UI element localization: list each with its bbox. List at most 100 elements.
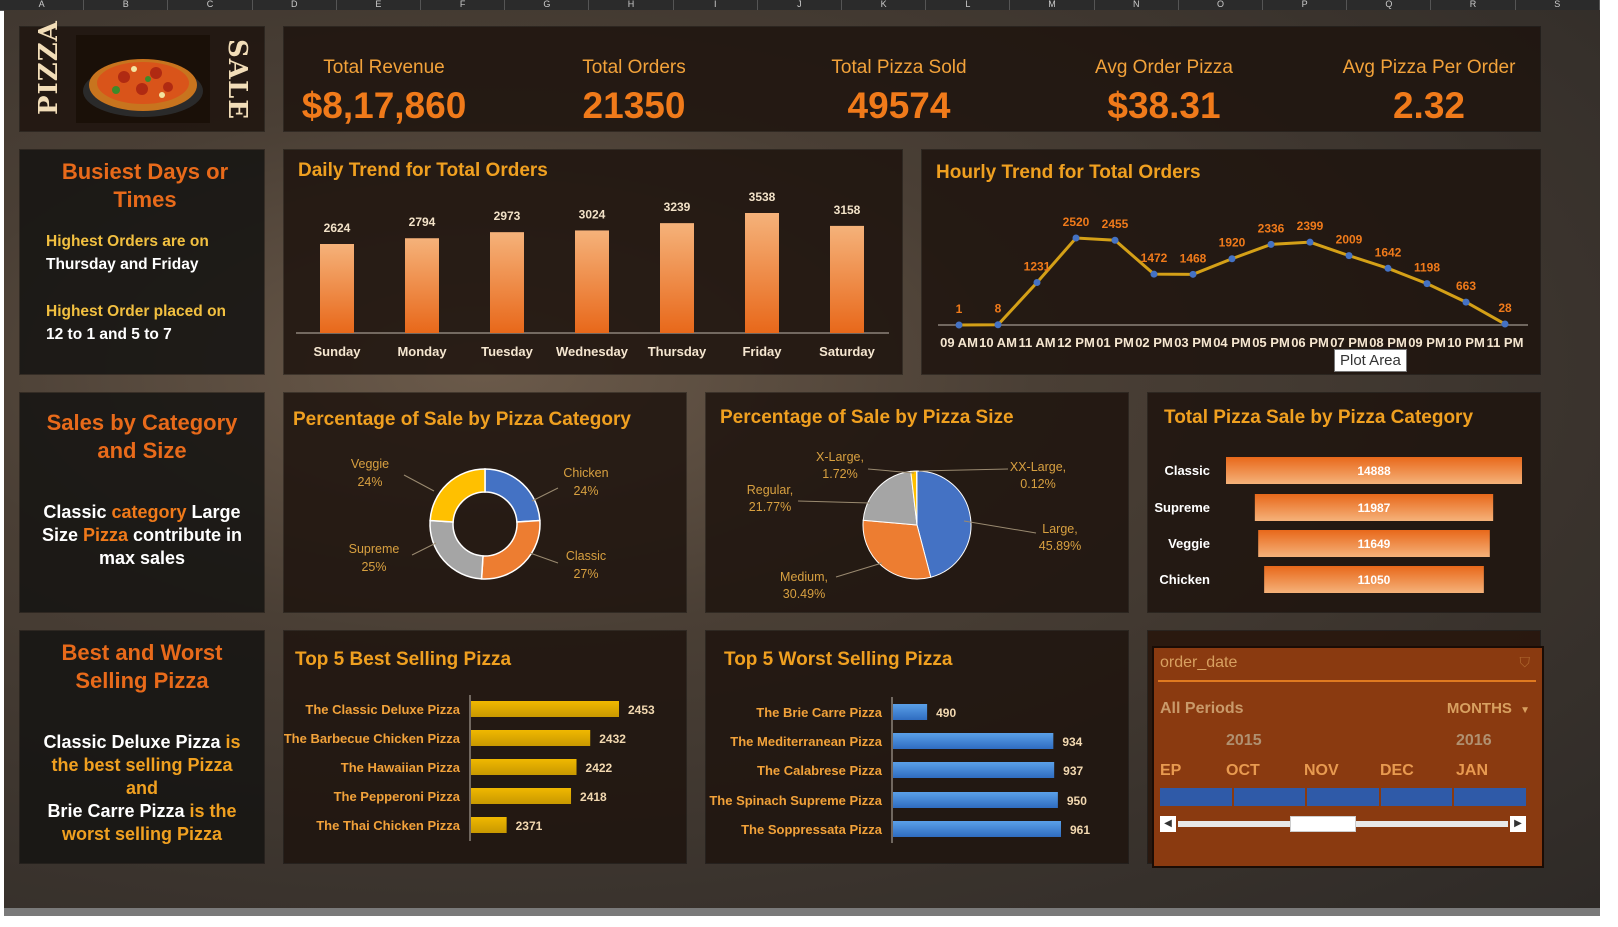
daily-bar[interactable] — [575, 230, 609, 333]
column-header[interactable]: O — [1179, 0, 1264, 10]
category-bar[interactable] — [1254, 494, 1494, 521]
scroll-thumb[interactable] — [1290, 816, 1356, 832]
column-header[interactable]: G — [505, 0, 590, 10]
column-header[interactable]: J — [758, 0, 843, 10]
worst-bar[interactable] — [893, 792, 1058, 808]
column-header[interactable]: I — [674, 0, 758, 10]
daily-bar[interactable] — [745, 213, 779, 333]
month-oct[interactable]: OCT — [1226, 762, 1260, 779]
hourly-point[interactable] — [1267, 240, 1275, 248]
hourly-point[interactable] — [994, 321, 1002, 329]
hourly-trend-panel: Hourly Trend for Total Orders 1 09 AM 8 10 … — [922, 150, 1540, 374]
column-header[interactable]: A — [0, 0, 85, 10]
daily-bar[interactable] — [830, 225, 864, 333]
hourly-data-label: 2009 — [1336, 233, 1363, 247]
column-header[interactable]: E — [337, 0, 422, 10]
category-bar[interactable] — [1258, 530, 1490, 557]
donut-slice[interactable] — [484, 468, 541, 523]
worst-bar[interactable] — [893, 762, 1055, 778]
hourly-point[interactable] — [1306, 238, 1314, 246]
column-header[interactable]: P — [1263, 0, 1348, 10]
worst-bar[interactable] — [893, 821, 1061, 837]
pie-slice[interactable] — [862, 519, 932, 580]
bw-is-the: is the — [189, 801, 237, 821]
month-ep[interactable]: EP — [1160, 762, 1182, 779]
pie-slice[interactable] — [862, 470, 918, 526]
month-nov[interactable]: NOV — [1304, 762, 1339, 779]
daily-bar[interactable] — [405, 238, 439, 333]
hourly-point[interactable] — [1150, 270, 1158, 278]
column-header[interactable]: K — [842, 0, 927, 10]
hourly-point[interactable] — [955, 321, 963, 329]
daily-bar[interactable] — [660, 223, 694, 333]
timeline-cell[interactable] — [1307, 788, 1379, 806]
column-header[interactable]: D — [253, 0, 337, 10]
slicer-title: order_date — [1160, 654, 1238, 671]
kpi-value: $8,17,860 — [301, 85, 467, 126]
donut-slice[interactable] — [429, 468, 486, 523]
pie-slice[interactable] — [916, 470, 972, 578]
column-header[interactable]: M — [1010, 0, 1095, 10]
donut-slice-name: Chicken — [563, 466, 608, 480]
timeline-cell[interactable] — [1160, 788, 1232, 806]
pie-slice-name: Regular, — [747, 483, 794, 497]
hourly-data-label: 1472 — [1141, 251, 1168, 265]
busiest-line1a: Highest Orders are on — [46, 233, 209, 250]
best-bar[interactable] — [471, 759, 577, 775]
donut-slice[interactable] — [480, 519, 541, 580]
hourly-category-label: 09 PM — [1408, 335, 1446, 350]
column-header[interactable]: F — [421, 0, 506, 10]
hourly-point[interactable] — [1384, 264, 1392, 272]
timeline-cell[interactable] — [1233, 788, 1306, 806]
column-header[interactable]: C — [168, 0, 253, 10]
best-bar[interactable] — [471, 701, 619, 717]
timeline-cell[interactable] — [1454, 788, 1526, 806]
month-jan[interactable]: JAN — [1456, 762, 1489, 779]
month-dec[interactable]: DEC — [1380, 762, 1414, 779]
hourly-point[interactable] — [1345, 252, 1353, 260]
hourly-point[interactable] — [1501, 320, 1509, 328]
scroll-left-button[interactable]: ◀ — [1160, 816, 1176, 832]
top5-best-title: Top 5 Best Selling Pizza — [295, 649, 512, 670]
column-header[interactable]: H — [589, 0, 674, 10]
timeline-cell[interactable] — [1380, 788, 1453, 806]
column-header[interactable]: S — [1516, 0, 1600, 10]
order-date-slicer[interactable]: order_date ⛉ All Periods MONTHS ▼ 2015 2… — [1152, 646, 1544, 868]
worst-bar[interactable] — [893, 704, 928, 720]
hourly-point[interactable] — [1111, 236, 1119, 244]
hourly-point[interactable] — [1072, 234, 1080, 242]
worst-bar[interactable] — [893, 733, 1054, 749]
category-bar-value: 11050 — [1358, 573, 1391, 587]
daily-bar[interactable] — [320, 244, 354, 333]
kpi-label: Avg Pizza Per Order — [1342, 57, 1516, 78]
donut-slice[interactable] — [429, 519, 484, 580]
column-header[interactable]: Q — [1347, 0, 1432, 10]
hourly-point[interactable] — [1423, 280, 1431, 288]
column-header[interactable]: L — [926, 0, 1011, 10]
best-bar-value: 2422 — [586, 761, 613, 775]
best-bar[interactable] — [471, 730, 591, 746]
column-header[interactable]: B — [84, 0, 169, 10]
hourly-point[interactable] — [1189, 270, 1197, 278]
best-bar[interactable] — [471, 788, 572, 804]
daily-data-label: 3158 — [834, 203, 861, 217]
hourly-point[interactable] — [1228, 255, 1236, 263]
hourly-category-label: 11 PM — [1487, 335, 1524, 350]
column-header[interactable]: N — [1095, 0, 1179, 10]
category-bar[interactable] — [1264, 566, 1484, 593]
caret-down-icon: ▼ — [1520, 705, 1530, 716]
best-bar[interactable] — [471, 817, 507, 833]
pie-slice-pct: 30.49% — [783, 587, 825, 601]
category-bar[interactable] — [1226, 457, 1522, 484]
hourly-point[interactable] — [1462, 298, 1470, 306]
hourly-point[interactable] — [1033, 279, 1041, 287]
hourly-trend-title: Hourly Trend for Total Orders — [936, 162, 1201, 183]
timeline-scrollbar[interactable]: ◀ ▶ — [1160, 816, 1526, 832]
time-level-dropdown[interactable]: MONTHS ▼ — [1447, 700, 1530, 717]
scroll-right-button[interactable]: ▶ — [1510, 816, 1526, 832]
daily-bar[interactable] — [490, 232, 524, 333]
clear-filter-icon[interactable]: ⛉ — [1519, 654, 1531, 670]
timeline-bar[interactable] — [1160, 788, 1526, 806]
column-header[interactable]: R — [1431, 0, 1516, 10]
logo-panel: PIZZA SALE — [20, 20, 264, 131]
